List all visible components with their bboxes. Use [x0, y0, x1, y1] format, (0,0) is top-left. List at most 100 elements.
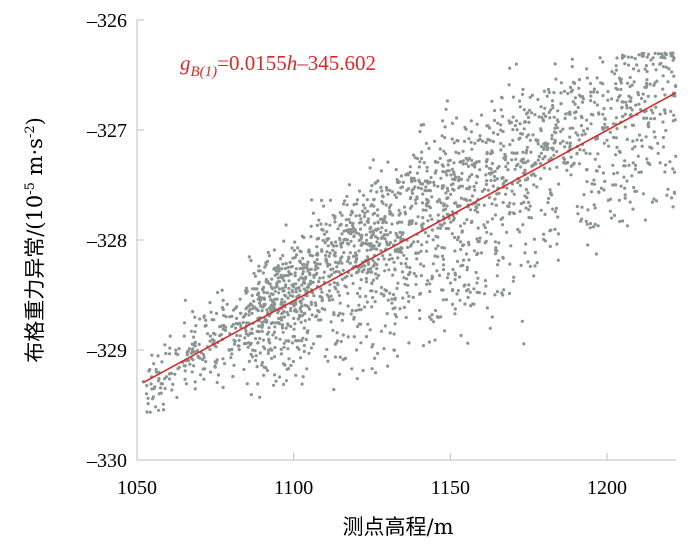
- data-point: [641, 54, 645, 58]
- data-point: [370, 281, 374, 285]
- data-point: [507, 204, 511, 209]
- data-point: [245, 382, 249, 386]
- data-point: [592, 87, 597, 91]
- data-point: [286, 313, 290, 317]
- data-point: [386, 160, 390, 164]
- data-point: [367, 270, 371, 274]
- data-point: [393, 322, 397, 326]
- data-point: [346, 291, 350, 296]
- data-point: [425, 240, 429, 244]
- data-point: [193, 387, 197, 391]
- data-point: [474, 181, 478, 185]
- data-point: [461, 243, 466, 247]
- equation-h: h: [287, 51, 298, 75]
- data-point: [627, 63, 631, 67]
- data-point: [277, 291, 281, 295]
- data-point: [449, 220, 453, 224]
- data-point: [247, 255, 251, 259]
- data-point: [414, 282, 418, 287]
- data-point: [348, 261, 352, 265]
- data-point: [459, 240, 463, 244]
- data-point: [555, 242, 559, 246]
- data-point: [304, 266, 308, 270]
- data-point: [454, 201, 458, 205]
- data-point: [511, 115, 515, 119]
- data-point: [635, 138, 639, 142]
- data-point: [286, 296, 290, 300]
- data-point: [388, 253, 392, 257]
- data-point: [603, 122, 607, 126]
- data-point: [265, 319, 269, 323]
- data-point: [562, 89, 567, 93]
- data-point: [393, 312, 397, 317]
- data-point: [544, 114, 548, 118]
- data-point: [247, 313, 251, 317]
- data-point: [161, 402, 165, 406]
- data-point: [458, 298, 462, 302]
- data-point: [671, 119, 675, 123]
- data-point: [395, 354, 400, 358]
- data-points: [141, 51, 678, 414]
- data-point: [547, 110, 551, 114]
- data-point: [522, 342, 526, 346]
- data-point: [333, 254, 337, 258]
- data-point: [202, 353, 206, 357]
- data-point: [341, 268, 345, 272]
- data-point: [262, 373, 266, 377]
- data-point: [364, 233, 368, 237]
- data-point: [550, 99, 555, 103]
- data-point: [386, 192, 390, 196]
- data-point: [526, 133, 531, 137]
- data-point: [566, 91, 570, 96]
- data-point: [485, 152, 489, 156]
- data-point: [375, 262, 379, 267]
- data-point: [336, 283, 340, 287]
- data-point: [401, 296, 405, 300]
- data-point: [355, 202, 359, 206]
- data-point: [632, 80, 636, 84]
- data-point: [193, 340, 197, 344]
- data-point: [446, 189, 450, 193]
- data-point: [575, 204, 579, 209]
- data-point: [504, 165, 508, 169]
- data-point: [376, 220, 380, 224]
- data-point: [496, 263, 500, 267]
- data-point: [519, 159, 523, 163]
- data-point: [320, 295, 324, 299]
- data-point: [458, 275, 462, 279]
- data-point: [440, 254, 445, 258]
- data-point: [269, 321, 273, 326]
- data-point: [551, 207, 555, 211]
- data-point: [453, 273, 458, 277]
- data-point: [518, 183, 523, 188]
- data-point: [144, 392, 149, 396]
- data-point: [276, 276, 280, 280]
- data-point: [256, 309, 260, 313]
- data-point: [336, 313, 340, 318]
- data-point: [276, 264, 280, 268]
- data-point: [476, 276, 480, 280]
- data-point: [341, 312, 345, 316]
- data-point: [621, 219, 625, 223]
- data-point: [388, 241, 392, 245]
- data-point: [440, 288, 444, 292]
- data-point: [374, 290, 378, 294]
- data-point: [592, 178, 596, 182]
- data-point: [441, 170, 445, 174]
- data-point: [469, 220, 473, 225]
- data-point: [353, 228, 357, 232]
- data-point: [157, 408, 161, 412]
- data-point: [370, 367, 374, 371]
- data-point: [213, 360, 217, 364]
- data-point: [293, 271, 297, 275]
- data-point: [480, 189, 484, 193]
- data-point: [426, 219, 430, 223]
- data-point: [326, 264, 330, 268]
- data-point: [484, 239, 488, 243]
- data-point: [377, 243, 381, 248]
- data-point: [580, 205, 584, 209]
- data-point: [444, 152, 448, 156]
- data-point: [349, 227, 353, 231]
- data-point: [601, 171, 606, 175]
- data-point: [493, 169, 497, 173]
